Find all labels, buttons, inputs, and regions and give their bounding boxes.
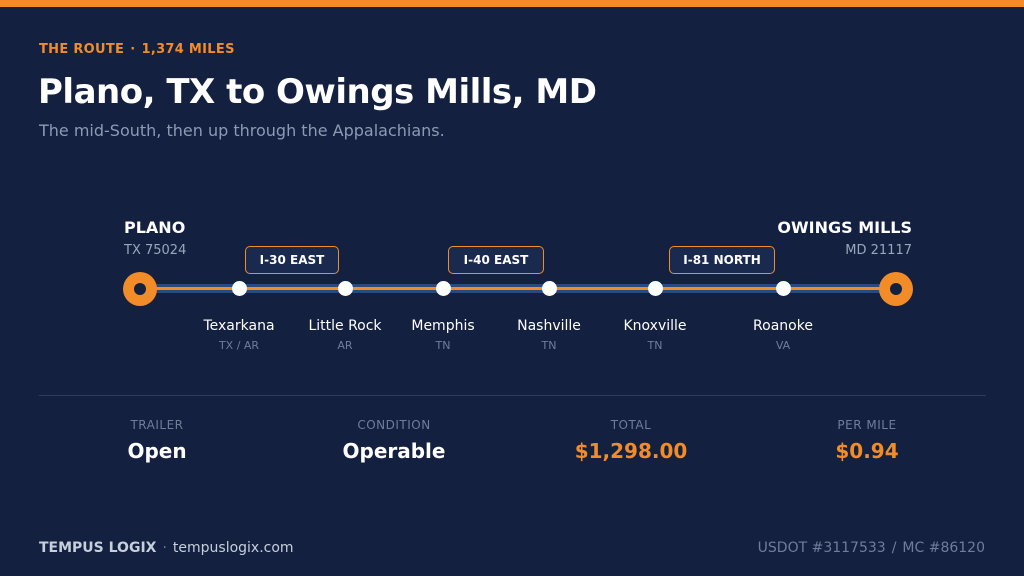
route-line-accent <box>140 287 896 290</box>
highway-badge-i40: I-40 EAST <box>448 246 544 274</box>
stat-value-trailer: Open <box>127 439 187 463</box>
page-subtitle: The mid-South, then up through the Appal… <box>39 121 445 140</box>
stop-state-memphis: TN <box>435 339 451 352</box>
stop-state-nashville: TN <box>541 339 557 352</box>
stat-label-condition: CONDITION <box>357 418 431 432</box>
stat-label-total: TOTAL <box>610 418 652 432</box>
mc-number: MC #86120 <box>902 540 985 556</box>
stop-dot-memphis <box>435 281 451 296</box>
stat-value-total: $1,298.00 <box>574 439 688 463</box>
credentials-separator: / <box>891 540 897 556</box>
stop-state-roanoke: VA <box>775 339 791 352</box>
destination-name: OWINGS MILLS <box>777 218 912 237</box>
website-link[interactable]: tempuslogix.com <box>172 540 294 556</box>
stop-name-memphis: Memphis <box>411 318 475 334</box>
usdot-number: USDOT #3117533 <box>757 540 886 556</box>
destination-zip: MD 21117 <box>845 243 912 258</box>
page-title: Plano, TX to Owings Mills, MD <box>38 72 597 112</box>
footer-separator: · <box>162 540 167 556</box>
stop-name-texarkana: Texarkana <box>203 318 275 334</box>
stop-state-texarkana: TX / AR <box>218 339 260 352</box>
origin-name: PLANO <box>124 218 186 237</box>
stop-name-roanoke: Roanoke <box>753 318 813 334</box>
stat-value-per-mile: $0.94 <box>835 439 899 463</box>
stop-state-little-rock: AR <box>337 339 353 352</box>
top-accent-bar <box>0 0 1024 7</box>
stop-name-nashville: Nashville <box>517 318 581 334</box>
stop-dot-nashville <box>541 281 557 296</box>
eyebrow-separator: · <box>130 42 136 57</box>
origin-zip: TX 75024 <box>124 243 187 258</box>
stop-state-knoxville: TN <box>647 339 663 352</box>
highway-badge-i30: I-30 EAST <box>245 246 339 274</box>
brand-name: TEMPUS LOGIX <box>39 540 157 556</box>
stop-dot-roanoke <box>775 281 791 296</box>
eyebrow-label: THE ROUTE <box>39 42 125 57</box>
highway-badge-i81: I-81 NORTH <box>669 246 775 274</box>
stat-label-trailer: TRAILER <box>130 418 184 432</box>
destination-marker-icon <box>879 272 913 306</box>
route-eyebrow: THE ROUTE · 1,374 MILES <box>39 42 235 57</box>
section-divider <box>39 395 986 396</box>
eyebrow-miles: 1,374 MILES <box>141 42 235 57</box>
footer-brand: TEMPUS LOGIX · tempuslogix.com <box>39 540 294 556</box>
stat-value-condition: Operable <box>342 439 446 463</box>
stop-name-knoxville: Knoxville <box>623 318 687 334</box>
stop-dot-knoxville <box>647 281 663 296</box>
stat-label-per-mile: PER MILE <box>837 418 897 432</box>
origin-marker-icon <box>123 272 157 306</box>
stop-dot-texarkana <box>231 281 247 296</box>
stop-dot-little-rock <box>337 281 353 296</box>
footer-credentials: USDOT #3117533 / MC #86120 <box>758 540 985 556</box>
stop-name-little-rock: Little Rock <box>308 318 382 334</box>
